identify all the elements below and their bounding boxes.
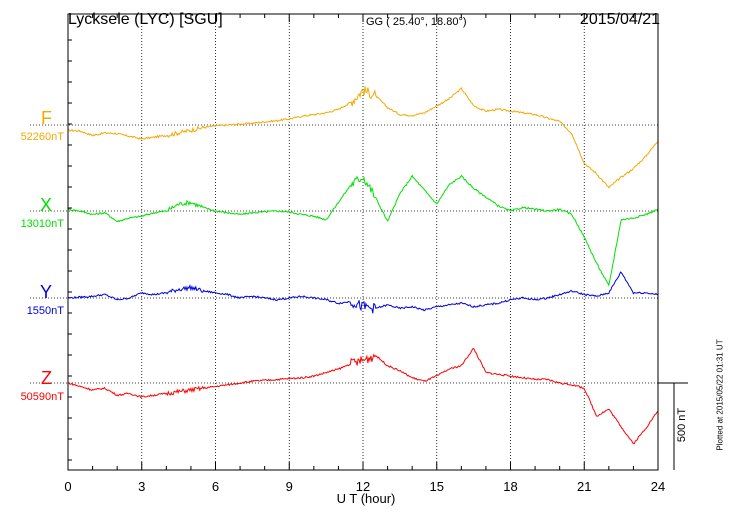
x-tick-label-3: 3 bbox=[138, 479, 146, 494]
scale-bar bbox=[658, 382, 688, 470]
x-tick-label-9: 9 bbox=[285, 479, 293, 494]
x-tick-label-0: 0 bbox=[64, 479, 72, 494]
series-line-x bbox=[67, 174, 659, 287]
series-line-y bbox=[67, 271, 659, 314]
x-tick-label-15: 15 bbox=[429, 479, 444, 494]
baseline-label-x: 13010nT bbox=[20, 218, 64, 230]
baseline-label-z: 50590nT bbox=[20, 391, 64, 403]
baseline-label-y: 1550nT bbox=[26, 305, 64, 317]
x-tick-label-12: 12 bbox=[355, 479, 371, 494]
x-tick-label-24: 24 bbox=[650, 479, 666, 494]
axis-ticks bbox=[67, 14, 659, 470]
component-label-f: F bbox=[41, 108, 52, 128]
station-title: Lycksele (LYC) [SGU] bbox=[68, 11, 223, 28]
series-line-f bbox=[67, 86, 659, 189]
grid bbox=[30, 14, 658, 470]
x-tick-label-21: 21 bbox=[577, 479, 592, 494]
scale-bar-label: 500 nT bbox=[676, 407, 688, 443]
coordinates-label: GG ( 25.40°, 18.80°) bbox=[366, 16, 467, 28]
x-tick-label-6: 6 bbox=[211, 479, 220, 494]
series-lines bbox=[67, 86, 659, 445]
component-label-x: X bbox=[39, 195, 52, 215]
component-label-z: Z bbox=[41, 368, 52, 388]
x-tick-label-18: 18 bbox=[503, 479, 518, 494]
plotted-timestamp: Plotted at 2015/05/22 01:31 UT bbox=[715, 339, 725, 451]
component-label-y: Y bbox=[39, 282, 52, 302]
baseline-label-f: 52260nT bbox=[20, 131, 64, 143]
series-line-z bbox=[67, 347, 659, 445]
x-axis-label: U T (hour) bbox=[336, 491, 396, 506]
date-label: 2015/04/21 bbox=[579, 11, 660, 28]
